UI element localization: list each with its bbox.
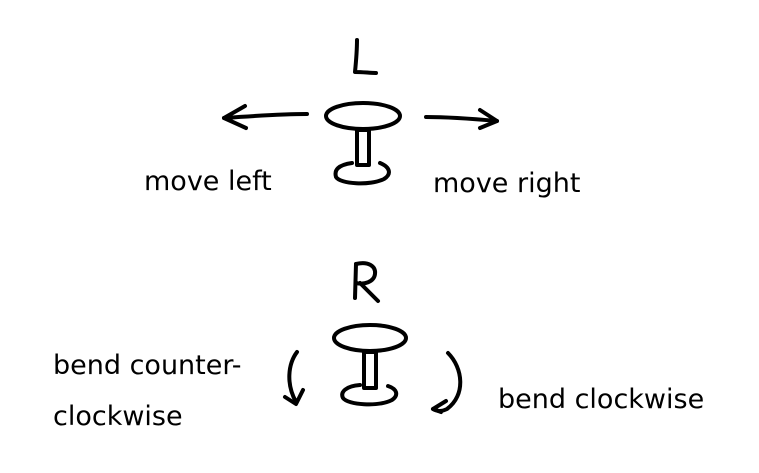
bend-counterclockwise-label-line1: bend counter- [53, 350, 242, 381]
rotate-clockwise-arrow-icon [431, 351, 463, 414]
arrow-left-icon [222, 104, 309, 130]
move-left-label: move left [144, 166, 272, 197]
rotate-counterclockwise-arrow-icon [283, 350, 305, 406]
letter-R-glyph [353, 261, 380, 303]
letter-L-glyph [353, 38, 378, 75]
joystick-L-icon [324, 101, 402, 186]
arrow-right-icon [424, 108, 499, 130]
joystick-R-icon [332, 323, 408, 407]
bend-counterclockwise-label-line2: clockwise [53, 401, 183, 432]
bend-clockwise-label: bend clockwise [498, 384, 705, 415]
move-right-label: move right [433, 168, 581, 199]
